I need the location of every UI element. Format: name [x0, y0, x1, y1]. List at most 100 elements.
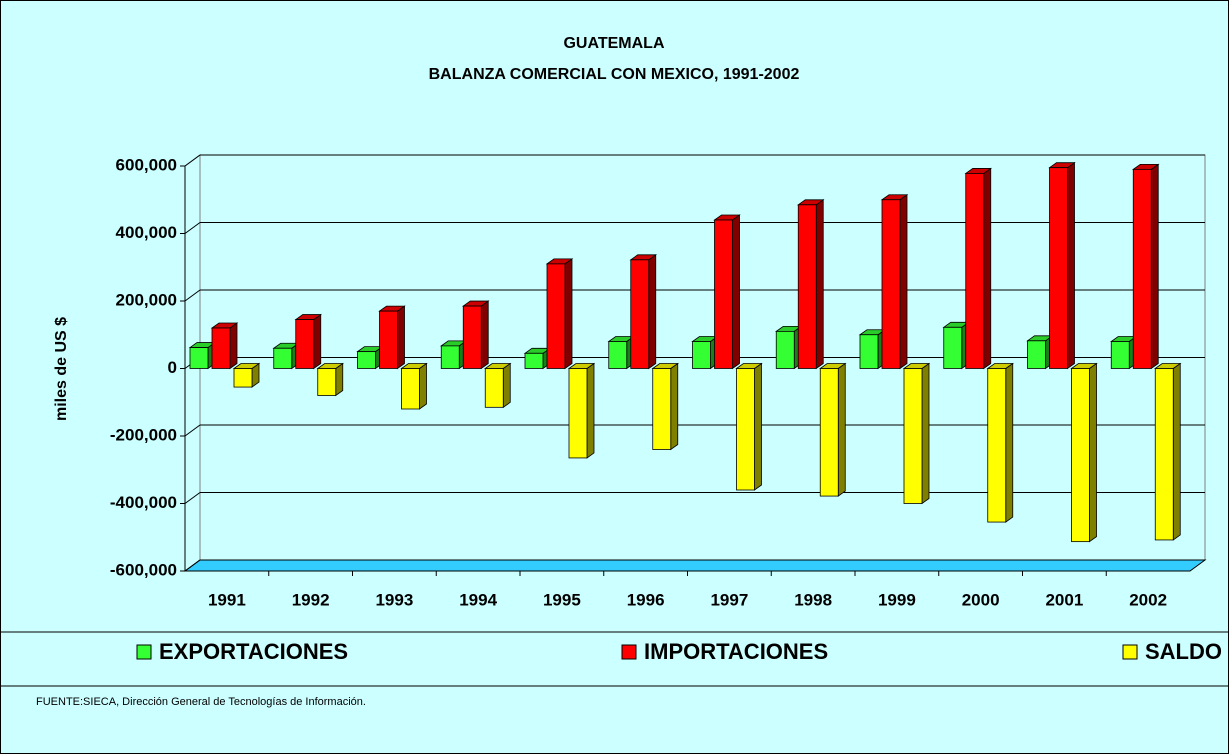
y-tick-label: 0 — [168, 358, 177, 377]
bar — [188, 341, 217, 370]
bar-front — [1132, 168, 1152, 369]
bar-side — [564, 258, 573, 370]
bar-front — [357, 351, 376, 369]
y-axis-label: miles de US $ — [53, 317, 70, 421]
bar — [651, 362, 679, 451]
bar — [545, 258, 574, 370]
x-tick-label: 1991 — [208, 590, 246, 609]
bar-front — [317, 368, 337, 396]
bar-side — [1172, 362, 1181, 541]
floor — [183, 559, 1207, 572]
bar — [378, 305, 406, 370]
bar — [294, 313, 322, 370]
bar-front — [819, 368, 839, 497]
grid-line — [184, 424, 201, 437]
bar — [1048, 161, 1076, 370]
bar — [1026, 335, 1054, 370]
bar-front — [462, 305, 482, 369]
chart-title: GUATEMALA — [563, 35, 664, 52]
bar-side — [983, 167, 992, 370]
bar-front — [652, 368, 672, 450]
x-tick-label: 1994 — [459, 590, 497, 609]
bar-side — [1005, 362, 1014, 523]
bar-front — [295, 319, 315, 369]
bar — [1154, 362, 1182, 541]
bar-side — [586, 362, 595, 459]
bar — [1070, 362, 1098, 543]
bar-side — [754, 362, 762, 491]
y-tick-label: -200,000 — [110, 425, 177, 444]
x-tick-label: 1998 — [794, 590, 832, 609]
bar-front — [736, 368, 755, 491]
bar — [462, 300, 490, 370]
bar-front — [401, 368, 420, 410]
bar — [1132, 163, 1160, 370]
bar-front — [797, 204, 817, 369]
legend-swatch — [621, 644, 637, 660]
bar-front — [775, 330, 795, 369]
bar-front — [211, 327, 231, 369]
legend-label: SALDO — [1145, 639, 1222, 664]
grid-line — [184, 289, 201, 302]
bar — [797, 199, 825, 370]
bar — [942, 321, 970, 370]
legend-swatch — [1122, 644, 1138, 660]
bar — [902, 362, 931, 505]
bar — [691, 335, 719, 370]
bar-side — [502, 362, 511, 409]
bar-front — [546, 263, 566, 369]
bar-side — [732, 214, 740, 370]
bar — [272, 342, 300, 370]
grid-line — [184, 559, 201, 572]
bar-front — [524, 352, 544, 369]
x-tick-label: 1993 — [375, 590, 413, 609]
bar-front — [859, 334, 879, 369]
bar-side — [670, 362, 679, 451]
bar-side — [480, 300, 489, 370]
chart-subtitle: BALANZA COMERCIAL CON MEXICO, 1991-2002 — [429, 66, 800, 83]
bar — [316, 362, 344, 397]
x-tick-label: 2001 — [1045, 590, 1083, 609]
y-tick-label: 200,000 — [116, 290, 177, 309]
bar-front — [379, 310, 398, 369]
bar — [484, 362, 512, 409]
bar-side — [837, 362, 846, 497]
bar — [880, 193, 909, 370]
x-tick-label: 1997 — [710, 590, 748, 609]
source-note: FUENTE:SIECA, Dirección General de Tecno… — [36, 696, 366, 708]
bar — [735, 362, 763, 491]
bar-front — [987, 368, 1007, 523]
x-tick-label: 1995 — [543, 590, 581, 609]
bar — [523, 347, 552, 370]
bar-front — [943, 326, 963, 369]
legend-label: IMPORTACIONES — [644, 639, 828, 664]
y-tick-label: -600,000 — [110, 560, 177, 579]
bar — [858, 328, 887, 370]
bar-side — [815, 199, 824, 370]
x-tick-label: 2002 — [1129, 590, 1167, 609]
bar — [713, 214, 741, 370]
x-tick-label: 1996 — [627, 590, 665, 609]
bar-front — [692, 341, 711, 369]
bar — [819, 362, 847, 497]
bar-side — [648, 254, 657, 370]
legend-label: EXPORTACIONES — [159, 639, 348, 664]
legend-swatch — [136, 644, 152, 660]
bar-side — [229, 322, 238, 370]
bar — [356, 345, 384, 370]
bar — [232, 362, 261, 388]
x-tick-label: 2000 — [962, 590, 1000, 609]
bar-front — [273, 347, 293, 369]
bar-front — [881, 199, 901, 369]
bar — [607, 335, 635, 370]
bar-side — [1150, 163, 1159, 370]
bar — [964, 167, 992, 370]
bar-front — [1027, 340, 1046, 369]
y-tick-label: -400,000 — [110, 493, 177, 512]
bar — [775, 325, 803, 370]
x-tick-label: 1999 — [878, 590, 916, 609]
bar-front — [189, 347, 209, 369]
bar-side — [419, 362, 427, 410]
bar — [440, 340, 468, 370]
